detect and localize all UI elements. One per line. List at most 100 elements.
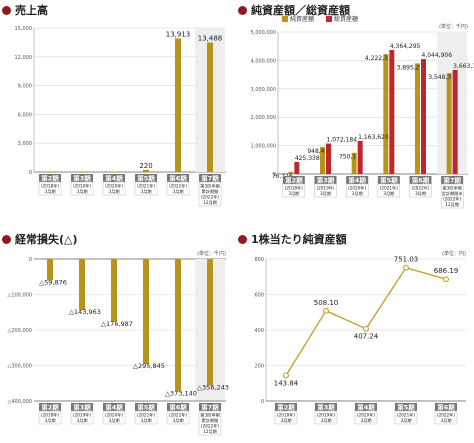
- bps-point: [282, 372, 289, 379]
- bps-panel: 1株当たり純資産額 (単位：円) 800 600 400 200 0 143.84 508.1…: [238, 231, 472, 441]
- category-label: 第4期: [357, 402, 375, 411]
- category-label-box: [135, 403, 157, 411]
- bps-point: [403, 264, 410, 271]
- category-sub-label: (2018年): [41, 412, 59, 419]
- bps-point: [362, 325, 369, 332]
- data-label: △295,845: [133, 362, 165, 370]
- legend-label: 総資産額: [334, 15, 358, 23]
- category-label: 第5期: [380, 175, 398, 184]
- data-label: 4,222,3: [365, 55, 388, 62]
- y-tick-label: 0: [29, 257, 32, 263]
- loss-bar: [79, 259, 85, 311]
- category-label: 第4期: [105, 173, 123, 182]
- title-bullet-icon: [2, 5, 11, 15]
- category-label-box: [409, 176, 432, 184]
- total-assets-bar: [389, 50, 395, 174]
- category-label: 第5期: [397, 402, 415, 411]
- y-tick-label: △100,000: [7, 293, 32, 299]
- data-label: 220: [139, 162, 152, 170]
- category-sub-label: (2021年): [137, 183, 155, 190]
- loss-bar: [111, 259, 117, 322]
- data-label: 508.10: [314, 299, 339, 307]
- category-sub-box: [434, 410, 458, 425]
- category-sub-label: 第3四半期: [200, 183, 219, 190]
- category-label-box: [71, 174, 93, 182]
- category-sub-label: (2022年): [443, 196, 461, 203]
- loss-bar: [47, 259, 53, 281]
- category-sub-box: [38, 181, 62, 196]
- bps-point: [322, 307, 329, 314]
- category-sub-box: [198, 410, 222, 436]
- bps-chart: (単位：円) 800 600 400 200 0 143.84 508.10 407.24 751…: [254, 250, 466, 425]
- data-label: 143.84: [274, 379, 299, 387]
- sales-bar: [47, 171, 53, 173]
- category-label: 第6期: [412, 175, 430, 184]
- category-label-box: [395, 403, 417, 411]
- legend-label: 純資産額: [290, 15, 314, 23]
- loss-bar: [207, 259, 213, 386]
- assets-title-row: 純資産額／総資産額: [238, 2, 350, 18]
- legend-swatch-net-assets: [282, 16, 288, 22]
- category-sub-box: [70, 181, 94, 196]
- net-assets-bar: [383, 54, 389, 174]
- y-tick-label: △400,000: [7, 399, 32, 405]
- category-sub-label: 第3四半期: [442, 185, 461, 192]
- category-label-box: [39, 403, 61, 411]
- category-label-box: [346, 176, 369, 184]
- category-label: 第3期: [73, 173, 91, 182]
- unit-label: (単位：千円): [197, 250, 226, 257]
- sales-title: 売上高: [15, 4, 48, 17]
- category-sub-box: [354, 410, 378, 425]
- category-sub-box: [166, 181, 190, 196]
- category-sub-label: 3月期: [140, 418, 151, 424]
- category-sub-label: (2019年): [317, 412, 335, 419]
- category-sub-box: [134, 410, 158, 425]
- data-label: 13,488: [198, 35, 223, 43]
- category-sub-label: 12月期: [445, 202, 459, 208]
- loss-bar: [175, 259, 181, 392]
- category-sub-box: [345, 183, 369, 198]
- category-label: 第6期: [169, 173, 187, 182]
- category-label: 第3期: [317, 402, 335, 411]
- data-label: 76,716: [272, 173, 293, 180]
- data-label: 3,548,3: [428, 74, 451, 81]
- y-tick-label: 400: [254, 328, 264, 334]
- sales-panel: 売上高 15,000 12,000 9,000 6,000 3,000 0 220 13,91…: [2, 2, 232, 217]
- category-sub-label: (2022年): [169, 183, 187, 190]
- category-sub-box: [198, 181, 222, 207]
- category-label-box: [103, 174, 125, 182]
- y-tick-label: 2,000,000: [251, 115, 276, 121]
- category-sub-label: 3月期: [320, 418, 331, 424]
- data-label: △176,987: [101, 320, 133, 328]
- category-sub-box: [440, 183, 464, 209]
- category-label-box: [275, 403, 297, 411]
- category-sub-label: 3月期: [383, 191, 394, 197]
- category-sub-label: (2021年): [397, 412, 415, 419]
- y-tick-label: 0: [273, 172, 276, 178]
- category-sub-box: [166, 410, 190, 425]
- y-tick-label: 5,000,000: [251, 30, 276, 36]
- sales-chart: 15,000 12,000 9,000 6,000 3,000 0 220 13,913 13,…: [15, 26, 226, 207]
- assets-title: 純資産額／総資産額: [251, 4, 350, 17]
- loss-title-row: 経常損失(△): [2, 231, 78, 247]
- category-sub-label: (2021年): [380, 185, 398, 192]
- category-label-box: [315, 403, 337, 411]
- bps-title: 1株当たり純資産額: [251, 233, 347, 246]
- category-sub-label: 3月期: [172, 418, 183, 424]
- category-sub-label: 3月期: [172, 189, 183, 195]
- category-label: 第2期: [41, 173, 59, 182]
- category-sub-label: (2020年): [105, 412, 123, 419]
- y-tick-label: △200,000: [7, 328, 32, 334]
- y-tick-label: 4,000,000: [251, 58, 276, 64]
- loss-chart: (単位：千円) 0 △100,000 △200,000 △300,000 △400,000…: [7, 250, 229, 436]
- total-assets-bar: [357, 140, 363, 174]
- category-label: 第4期: [348, 175, 366, 184]
- y-tick-label: 3,000: [18, 141, 32, 147]
- category-sub-label: 3月期: [108, 418, 119, 424]
- category-label-box: [167, 403, 189, 411]
- data-label: 1,163,620: [358, 134, 389, 141]
- legend-swatch-total-assets: [326, 16, 332, 22]
- category-sub-label: 3月期: [44, 189, 55, 195]
- category-sub-label: 第3四半期: [200, 412, 219, 419]
- data-label: 13,913: [166, 30, 191, 38]
